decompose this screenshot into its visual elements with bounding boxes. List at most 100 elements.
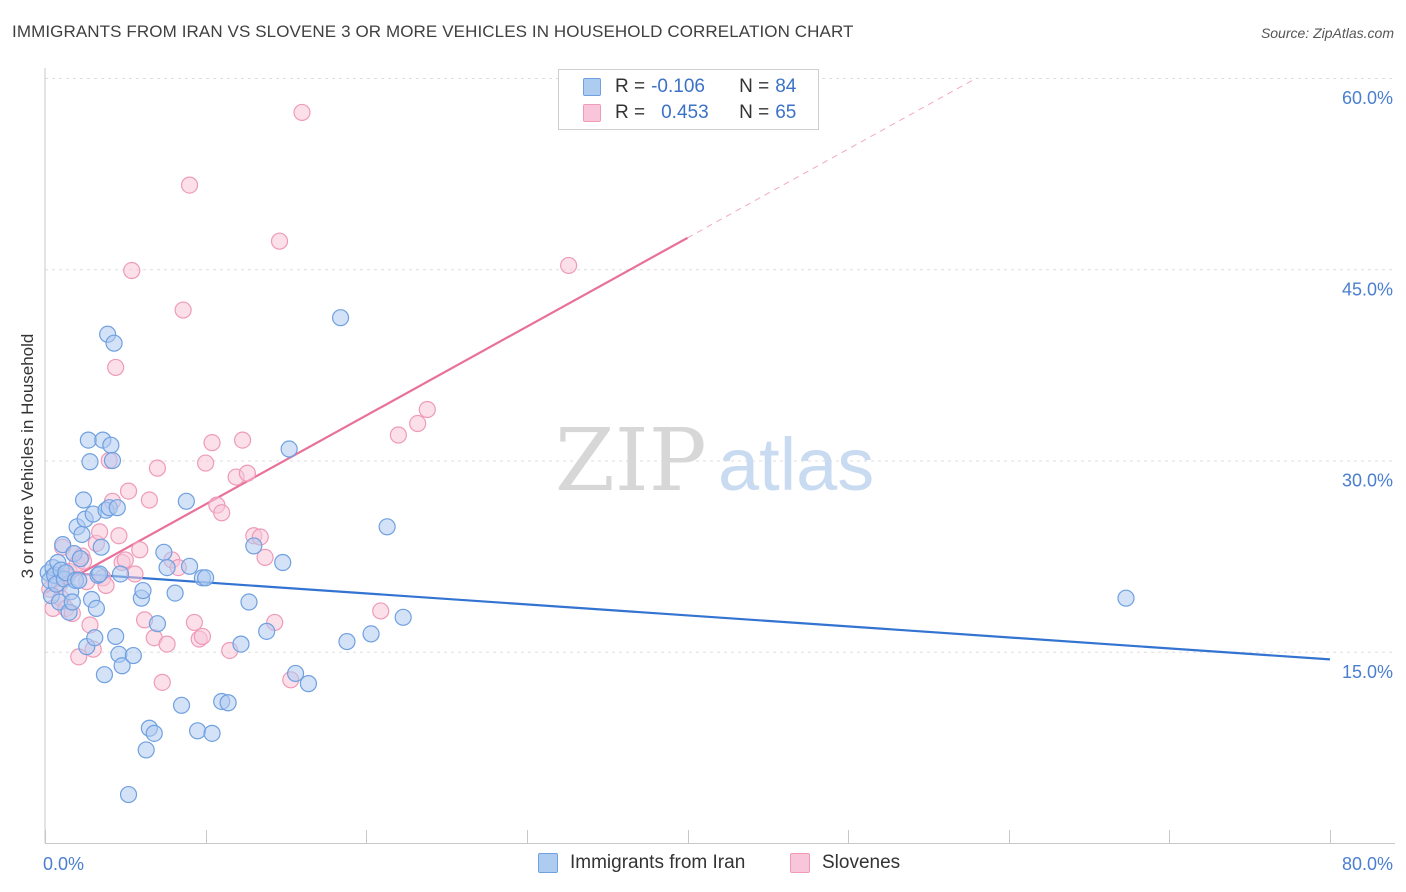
iran-point <box>87 599 106 618</box>
y-tick-label: 30.0% <box>1342 471 1393 491</box>
iran-point <box>197 569 215 587</box>
iran-point <box>107 627 125 646</box>
iran-point <box>79 431 97 449</box>
slovenes-point <box>119 482 138 500</box>
iran-point <box>258 622 276 640</box>
slovenes-r-value: 0.453 <box>661 102 709 123</box>
iran-n-value: 84 <box>775 76 797 97</box>
iran-point <box>155 543 173 561</box>
axes <box>44 68 1395 844</box>
iran-point <box>274 553 292 572</box>
chart-title: IMMIGRANTS FROM IRAN VS SLOVENE 3 OR MOR… <box>12 22 854 41</box>
series-legend: Immigrants from Iran Slovenes <box>0 852 1406 878</box>
slovenes-point <box>389 426 407 444</box>
x-tick-label: 80.0% <box>1342 854 1393 874</box>
iran-point <box>102 436 120 454</box>
watermark-atlas: atlas <box>718 423 874 506</box>
iran-point <box>180 557 199 575</box>
iran-point <box>71 550 89 568</box>
legend-row-iran: R = -0.106 N = 84 <box>583 74 796 100</box>
iran-point <box>280 440 298 458</box>
slovenes-point <box>110 527 128 545</box>
iran-point <box>219 694 237 712</box>
iran-point <box>70 571 88 589</box>
iran-point <box>74 491 93 509</box>
legend-item-slovenes: Slovenes <box>790 852 900 874</box>
slovenes-point <box>153 673 171 691</box>
iran-point <box>166 584 184 602</box>
iran-point <box>81 453 99 471</box>
slovenes-point <box>270 232 289 250</box>
slovenes-point <box>193 627 212 646</box>
iran-point <box>177 492 195 510</box>
iran-point <box>148 615 167 633</box>
iran-point <box>299 675 318 693</box>
x-tick-label: 0.0% <box>43 854 84 874</box>
slovenes-point <box>140 491 159 509</box>
source-label: Source: ZipAtlas.com <box>1260 25 1394 41</box>
iran-point <box>95 666 114 684</box>
slovenes-point <box>123 261 141 280</box>
iran-point <box>331 309 350 327</box>
slovenes-point <box>185 613 203 632</box>
iran-point <box>1117 589 1135 607</box>
slovenes-point <box>372 602 390 620</box>
slovenes-point <box>418 400 436 419</box>
iran-trend-line <box>44 570 1331 661</box>
iran-point <box>172 696 191 714</box>
iran-point <box>54 536 72 554</box>
r-label: R = <box>615 76 646 97</box>
slovenes-point <box>197 454 215 472</box>
slovenes-point <box>293 103 311 122</box>
iran-swatch <box>583 78 601 96</box>
slovenes-legend-swatch <box>790 853 810 873</box>
iran-point <box>188 722 207 740</box>
slovenes-point <box>126 565 144 583</box>
iran-point <box>134 581 152 600</box>
slovenes-trend-line-extension <box>687 77 977 239</box>
iran-point <box>105 334 123 352</box>
slovenes-point <box>233 431 252 449</box>
iran-point <box>245 537 263 555</box>
iran-point <box>338 632 356 651</box>
slovenes-legend-label: Slovenes <box>822 852 901 873</box>
iran-point <box>232 635 250 653</box>
data-points <box>39 103 1135 804</box>
iran-point <box>103 451 122 470</box>
watermark-zip: ZIP <box>555 411 707 511</box>
iran-point <box>240 593 258 611</box>
iran-point <box>137 741 155 759</box>
slovenes-point <box>180 176 199 194</box>
iran-point <box>73 525 91 544</box>
iran-point <box>158 558 176 577</box>
iran-point <box>286 664 305 683</box>
y-tick-label: 45.0% <box>1342 279 1393 299</box>
legend-item-iran: Immigrants from Iran <box>538 852 745 874</box>
slovenes-point <box>148 459 167 477</box>
watermark: ZIP atlas <box>555 411 874 511</box>
iran-point <box>86 629 104 647</box>
iran-legend-label: Immigrants from Iran <box>570 852 746 873</box>
y-tick-label: 60.0% <box>1342 88 1393 108</box>
iran-r-value: -0.106 <box>651 76 705 97</box>
slovenes-point <box>213 504 231 522</box>
r-label: R = <box>615 102 646 123</box>
gridlines <box>45 78 1395 653</box>
slovenes-point <box>158 635 176 653</box>
n-label: N = <box>739 76 770 97</box>
slovenes-point <box>256 548 274 567</box>
iran-point <box>108 499 126 517</box>
slovenes-point <box>560 256 578 275</box>
iran-point <box>362 625 380 643</box>
stats-legend: R = -0.106 N = 84 R = 0.453 N = 65 <box>558 69 819 130</box>
iran-point <box>145 724 163 742</box>
tick-labels: 15.0% 30.0% 45.0% 60.0% 0.0% 80.0% <box>43 88 1393 874</box>
slovenes-point <box>409 414 427 433</box>
y-tick-label: 15.0% <box>1342 662 1393 682</box>
slovenes-point <box>107 358 125 377</box>
slovenes-point <box>174 301 192 319</box>
iran-point <box>63 593 81 611</box>
iran-legend-swatch <box>538 853 558 873</box>
iran-point <box>119 785 138 804</box>
slovenes-point <box>131 541 149 559</box>
